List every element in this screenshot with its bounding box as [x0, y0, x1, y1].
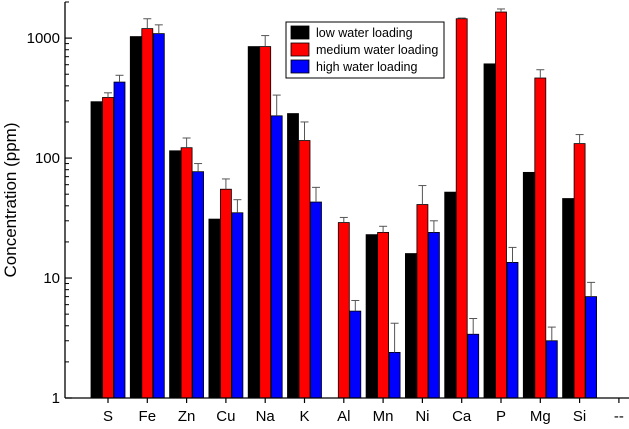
error-bar-fe-high-water-loading: [154, 24, 163, 34]
x-tick-label: S: [103, 408, 113, 425]
error-bar-k-high-water-loading: [312, 186, 320, 203]
bar-ni-low-water-loading: [404, 253, 417, 399]
bar-p-high-water-loading: [506, 261, 519, 399]
y-tick-label: 1: [52, 390, 60, 407]
legend-box: [285, 21, 445, 79]
error-bar-ni-high-water-loading: [429, 220, 438, 233]
legend-swatch: [290, 42, 310, 57]
bar-mg-high-water-loading: [545, 340, 558, 399]
error-bars-layer: [104, 8, 596, 353]
error-bar-mg-high-water-loading: [547, 326, 556, 341]
error-bar-s-medium-water-loading: [104, 92, 112, 98]
x-tick-label: Cu: [216, 408, 235, 425]
bar-na-high-water-loading: [270, 115, 283, 399]
legend-swatch: [290, 59, 310, 74]
bar-cu-low-water-loading: [208, 218, 221, 399]
bar-si-medium-water-loading: [573, 143, 586, 399]
x-tick-label: Fe: [139, 408, 157, 425]
bar-p-low-water-loading: [483, 63, 496, 399]
x-tick-label: Na: [256, 408, 276, 425]
error-bar-mn-high-water-loading: [390, 322, 399, 353]
error-bar-si-high-water-loading: [587, 281, 596, 297]
legend: low water loading medium water loading hig…: [285, 21, 445, 79]
error-bar-ca-high-water-loading: [469, 317, 478, 335]
error-bar-si-medium-water-loading: [575, 134, 584, 144]
error-bar-na-medium-water-loading: [261, 35, 270, 47]
legend-label: high water loading: [316, 60, 418, 74]
bar-cu-high-water-loading: [231, 212, 244, 399]
error-bar-al-high-water-loading: [351, 299, 360, 312]
bar-al-medium-water-loading: [337, 222, 350, 399]
x-tick-label: Ca: [452, 408, 472, 425]
error-bar-p-medium-water-loading: [497, 8, 505, 13]
bar-zn-high-water-loading: [192, 171, 205, 399]
x-tick-label: P: [496, 408, 506, 425]
x-tick-label: Al: [337, 408, 350, 425]
error-bar-mn-medium-water-loading: [379, 225, 388, 233]
bar-fe-high-water-loading: [152, 33, 165, 399]
error-bar-cu-medium-water-loading: [221, 178, 230, 190]
x-tick-label: Mn: [373, 408, 394, 425]
error-bar-zn-high-water-loading: [194, 163, 203, 172]
y-tick-label: 100: [35, 150, 60, 167]
bar-si-high-water-loading: [585, 296, 597, 399]
legend-label: medium water loading: [316, 43, 438, 57]
bar-k-low-water-loading: [287, 113, 299, 399]
y-tick-label: 1000: [27, 30, 60, 47]
bar-mg-medium-water-loading: [534, 77, 547, 399]
bar-na-low-water-loading: [247, 46, 260, 399]
error-bar-s-high-water-loading: [115, 74, 124, 83]
bar-s-low-water-loading: [90, 101, 103, 399]
error-bar-ca-medium-water-loading: [457, 17, 466, 19]
bar-ni-high-water-loading: [427, 232, 440, 399]
error-bar-k-medium-water-loading: [300, 121, 309, 141]
x-tick-label: Mg: [530, 408, 551, 425]
bar-fe-low-water-loading: [129, 36, 142, 399]
error-bar-cu-high-water-loading: [233, 199, 242, 213]
bar-mg-low-water-loading: [522, 171, 535, 399]
x-tick-label: --: [614, 408, 624, 425]
y-tick-label: 10: [43, 270, 60, 287]
bar-ca-low-water-loading: [444, 191, 457, 399]
error-bar-mg-medium-water-loading: [536, 69, 545, 79]
error-bar-fe-medium-water-loading: [143, 18, 152, 29]
error-bar-zn-medium-water-loading: [182, 137, 191, 148]
legend-swatch: [290, 25, 310, 40]
bar-na-medium-water-loading: [259, 46, 272, 399]
bar-ni-medium-water-loading: [416, 204, 429, 399]
bar-mn-low-water-loading: [365, 234, 378, 399]
bar-mn-high-water-loading: [388, 351, 401, 399]
y-axis-title: Concentration (ppm): [1, 123, 20, 278]
bar-ca-high-water-loading: [467, 333, 480, 399]
bar-fe-medium-water-loading: [141, 28, 154, 399]
bar-cu-medium-water-loading: [219, 188, 232, 399]
bar-mn-medium-water-loading: [377, 232, 390, 399]
bar-zn-low-water-loading: [169, 150, 182, 399]
x-tick-label: Ni: [415, 408, 429, 425]
bar-zn-medium-water-loading: [180, 147, 193, 399]
x-tick-label: K: [299, 408, 309, 425]
bar-al-high-water-loading: [349, 310, 362, 399]
error-bar-al-medium-water-loading: [339, 216, 348, 223]
bar-s-high-water-loading: [113, 81, 126, 399]
x-tick-label: Zn: [178, 408, 196, 425]
legend-label: low water loading: [316, 26, 413, 40]
x-tick-label: Si: [573, 408, 586, 425]
bar-s-medium-water-loading: [102, 97, 114, 399]
error-bar-na-high-water-loading: [272, 94, 281, 116]
bar-k-medium-water-loading: [298, 140, 311, 399]
error-bar-p-high-water-loading: [508, 246, 517, 263]
bar-ca-medium-water-loading: [455, 18, 468, 399]
bar-k-high-water-loading: [310, 201, 322, 399]
bar-p-medium-water-loading: [495, 11, 507, 399]
bar-si-low-water-loading: [562, 198, 574, 399]
error-bar-ni-medium-water-loading: [418, 185, 427, 205]
